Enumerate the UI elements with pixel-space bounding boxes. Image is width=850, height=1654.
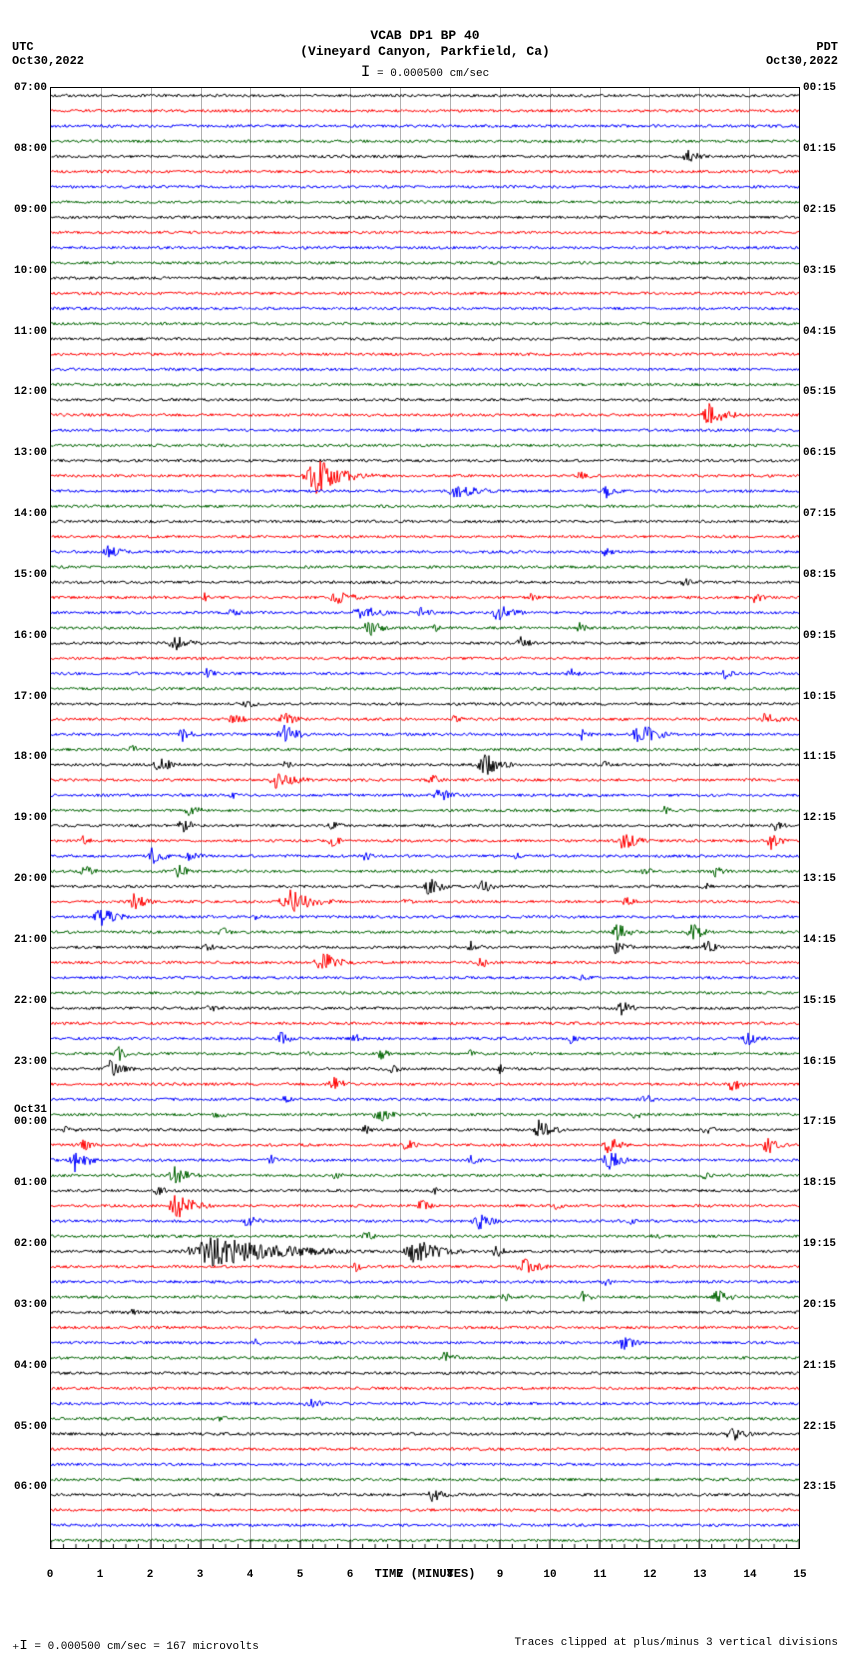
left-hour-label: 15:00 xyxy=(14,569,47,581)
left-axis-labels: 07:0008:0009:0010:0011:0012:0013:0014:00… xyxy=(3,88,47,1548)
x-tick: 13 xyxy=(693,1569,706,1581)
x-tick: 4 xyxy=(247,1569,254,1581)
left-hour-label: 09:00 xyxy=(14,204,47,216)
right-hour-label: 09:15 xyxy=(803,630,836,642)
right-hour-label: 03:15 xyxy=(803,265,836,277)
right-hour-label: 13:15 xyxy=(803,873,836,885)
scale-bar-icon: ₊I xyxy=(12,1638,28,1654)
x-axis-label: TIME (MINUTES) xyxy=(50,1567,800,1581)
x-axis: TIME (MINUTES) 0123456789101112131415 xyxy=(50,1567,800,1607)
x-tick: 11 xyxy=(593,1569,606,1581)
left-hour-label: 06:00 xyxy=(14,1481,47,1493)
left-hour-label: 05:00 xyxy=(14,1421,47,1433)
left-hour-label: 16:00 xyxy=(14,630,47,642)
chart-header: VCAB DP1 BP 40 (Vineyard Canyon, Parkfie… xyxy=(0,0,850,59)
right-hour-label: 04:15 xyxy=(803,326,836,338)
x-tick: 0 xyxy=(47,1569,54,1581)
right-hour-label: 08:15 xyxy=(803,569,836,581)
right-hour-label: 02:15 xyxy=(803,204,836,216)
right-hour-label: 12:15 xyxy=(803,812,836,824)
x-tick: 1 xyxy=(97,1569,104,1581)
right-hour-label: 16:15 xyxy=(803,1056,836,1068)
tz-right-block: PDT Oct30,2022 xyxy=(766,40,838,68)
x-tick: 6 xyxy=(347,1569,354,1581)
left-hour-label: 13:00 xyxy=(14,447,47,459)
footer: ₊I = 0.000500 cm/sec = 167 microvolts Tr… xyxy=(12,1637,838,1654)
left-hour-label: 04:00 xyxy=(14,1360,47,1372)
right-hour-label: 05:15 xyxy=(803,386,836,398)
x-tick: 14 xyxy=(743,1569,756,1581)
tz-right-date: Oct30,2022 xyxy=(766,54,838,68)
left-hour-label: 18:00 xyxy=(14,751,47,763)
x-tick: 5 xyxy=(297,1569,304,1581)
footer-left: = 0.000500 cm/sec = 167 microvolts xyxy=(34,1641,258,1653)
tz-right-label: PDT xyxy=(766,40,838,54)
plot-area: 07:0008:0009:0010:0011:0012:0013:0014:00… xyxy=(50,87,800,1549)
tz-left-block: UTC Oct30,2022 xyxy=(12,40,84,68)
right-hour-label: 22:15 xyxy=(803,1421,836,1433)
left-hour-label: 01:00 xyxy=(14,1177,47,1189)
seismogram-container: UTC Oct30,2022 PDT Oct30,2022 VCAB DP1 B… xyxy=(0,0,850,1654)
footer-right: Traces clipped at plus/minus 3 vertical … xyxy=(515,1637,838,1654)
x-tick: 9 xyxy=(497,1569,504,1581)
left-hour-label: 21:00 xyxy=(14,934,47,946)
right-axis-labels: 00:1501:1502:1503:1504:1505:1506:1507:15… xyxy=(803,88,847,1548)
waveform-canvas xyxy=(51,88,799,1548)
left-hour-label: 11:00 xyxy=(14,326,47,338)
left-hour-label: 10:00 xyxy=(14,265,47,277)
x-tick: 10 xyxy=(543,1569,556,1581)
x-tick: 3 xyxy=(197,1569,204,1581)
left-hour-label: 03:00 xyxy=(14,1299,47,1311)
right-hour-label: 20:15 xyxy=(803,1299,836,1311)
right-hour-label: 21:15 xyxy=(803,1360,836,1372)
x-tick: 15 xyxy=(793,1569,806,1581)
left-hour-label: 20:00 xyxy=(14,873,47,885)
right-hour-label: 06:15 xyxy=(803,447,836,459)
x-tick: 7 xyxy=(397,1569,404,1581)
right-hour-label: 00:15 xyxy=(803,82,836,94)
x-tick: 2 xyxy=(147,1569,154,1581)
right-hour-label: 15:15 xyxy=(803,995,836,1007)
left-hour-label: 23:00 xyxy=(14,1056,47,1068)
left-hour-label: 07:00 xyxy=(14,82,47,94)
right-hour-label: 01:15 xyxy=(803,143,836,155)
chart-title-1: VCAB DP1 BP 40 xyxy=(0,28,850,44)
left-hour-label: 02:00 xyxy=(14,1238,47,1250)
left-hour-label: 08:00 xyxy=(14,143,47,155)
left-hour-label: 22:00 xyxy=(14,995,47,1007)
scale-legend: I = 0.000500 cm/sec xyxy=(0,63,850,81)
right-hour-label: 18:15 xyxy=(803,1177,836,1189)
right-hour-label: 07:15 xyxy=(803,508,836,520)
left-hour-label: 19:00 xyxy=(14,812,47,824)
chart-title-2: (Vineyard Canyon, Parkfield, Ca) xyxy=(0,44,850,60)
x-tick: 8 xyxy=(447,1569,454,1581)
left-hour-label: 00:00 xyxy=(14,1116,47,1128)
right-hour-label: 14:15 xyxy=(803,934,836,946)
left-day-break: Oct31 xyxy=(14,1104,47,1116)
x-tick: 12 xyxy=(643,1569,656,1581)
left-hour-label: 14:00 xyxy=(14,508,47,520)
scale-legend-text: = 0.000500 cm/sec xyxy=(377,68,489,80)
tz-left-label: UTC xyxy=(12,40,84,54)
right-hour-label: 17:15 xyxy=(803,1116,836,1128)
right-hour-label: 23:15 xyxy=(803,1481,836,1493)
right-hour-label: 19:15 xyxy=(803,1238,836,1250)
right-hour-label: 10:15 xyxy=(803,691,836,703)
right-hour-label: 11:15 xyxy=(803,751,836,763)
tz-left-date: Oct30,2022 xyxy=(12,54,84,68)
left-hour-label: 12:00 xyxy=(14,386,47,398)
left-hour-label: 17:00 xyxy=(14,691,47,703)
